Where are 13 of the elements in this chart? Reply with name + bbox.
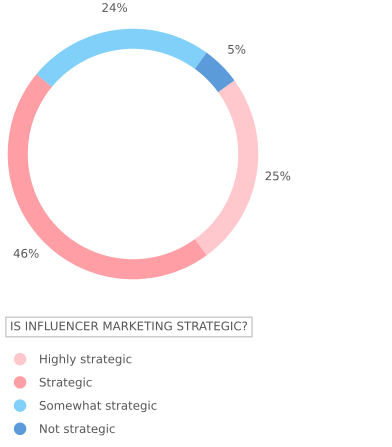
- legend-label: Somewhat strategic: [40, 400, 156, 412]
- donut-slice: [194, 80, 258, 256]
- data-label: 25%: [266, 171, 290, 180]
- legend-label: Highly strategic: [40, 354, 132, 366]
- donut-slice: [194, 52, 234, 92]
- legend-label: Strategic: [40, 377, 92, 389]
- data-label: 46%: [14, 248, 39, 258]
- donut-slice: [8, 74, 207, 280]
- data-label: 5%: [228, 44, 246, 54]
- text: IS INFLUENCER MARKETING STRATEGIC?: [11, 321, 248, 330]
- data-label: 24%: [102, 3, 128, 12]
- donut-slice: [36, 28, 207, 87]
- legend-label: Not strategic: [40, 424, 115, 436]
